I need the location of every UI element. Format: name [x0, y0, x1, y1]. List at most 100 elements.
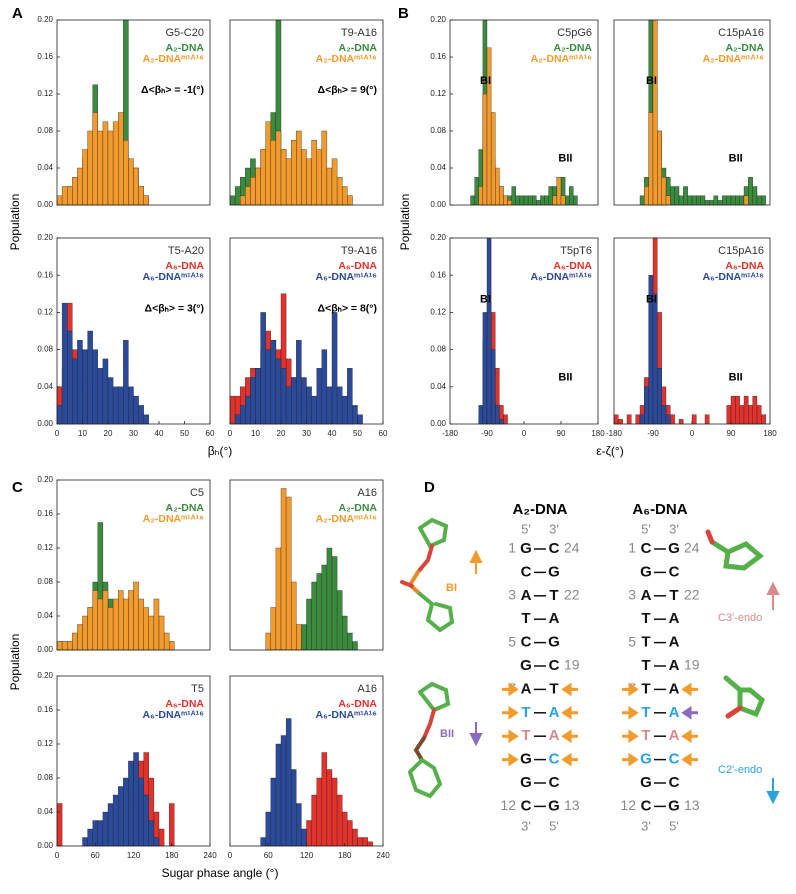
bar: [683, 186, 688, 206]
base: C: [549, 540, 560, 557]
base: G: [640, 563, 652, 580]
bar: [92, 112, 98, 206]
base: G: [520, 774, 532, 791]
bii-label: BII: [440, 728, 454, 740]
legend-entry: A₆-DNAᵐ¹ᴬ¹⁶: [703, 271, 765, 283]
bar: [97, 598, 104, 651]
bar: [306, 386, 312, 425]
bar: [536, 200, 541, 206]
x-tick-label: 90: [727, 429, 736, 438]
bar: [527, 195, 533, 206]
y-tick-label: 0.16: [430, 270, 446, 279]
bar: [301, 828, 307, 847]
bar: [133, 167, 139, 206]
legend-entry: A₆-DNAᵐ¹ᴬ¹⁶: [143, 271, 205, 283]
bar: [326, 386, 333, 425]
bar: [691, 414, 697, 425]
bar: [761, 414, 766, 425]
arrow: [561, 752, 578, 767]
bar: [523, 195, 529, 206]
arrow: [622, 682, 639, 697]
bar: [470, 195, 475, 206]
x-tick-label: 0: [228, 851, 233, 860]
bar: [678, 419, 684, 425]
bar: [331, 556, 338, 651]
bar: [670, 414, 675, 425]
bar: [123, 140, 129, 206]
x-tick-label: 60: [206, 429, 215, 438]
base: C: [521, 797, 532, 814]
chart-title: T5: [191, 683, 204, 695]
bar: [118, 112, 124, 206]
y-tick-label: 0.16: [37, 509, 53, 518]
bar: [148, 615, 155, 651]
x-tick-label: -180: [606, 429, 623, 438]
y-axis-label: Population: [398, 194, 412, 251]
bar: [56, 195, 63, 206]
bar: [102, 811, 109, 847]
bar: [158, 615, 165, 651]
bar: [709, 200, 714, 206]
legend-entry: A₆-DNAᵐ¹ᴬ¹⁶: [316, 271, 378, 283]
bar: [138, 777, 144, 847]
panel-label: B: [398, 5, 409, 22]
x-tick-label: -90: [481, 429, 493, 438]
bar: [301, 377, 307, 425]
base: A: [669, 610, 680, 627]
position-number: 1: [508, 540, 516, 556]
plot-frame: [229, 19, 384, 206]
molecule-bii: [407, 681, 451, 799]
bar: [67, 186, 73, 206]
bar: [352, 828, 358, 847]
arrow: [561, 729, 578, 744]
bar: [234, 414, 241, 425]
bar: [495, 167, 500, 206]
bar: [260, 837, 266, 847]
bar: [352, 641, 358, 651]
bar: [352, 405, 358, 425]
bar: [316, 573, 322, 651]
x-tick-label: 60: [264, 851, 273, 860]
bar: [347, 632, 353, 651]
plot-frame: [56, 479, 211, 651]
y-tick-label: 0.12: [37, 308, 53, 317]
y-tick-label: 0.16: [37, 270, 53, 279]
y-tick-label: 0.08: [37, 345, 53, 354]
base: T: [669, 587, 678, 604]
bar: [321, 130, 328, 206]
x-tick-label: 120: [127, 851, 141, 860]
base: T: [521, 610, 530, 627]
bar: [342, 811, 348, 847]
molecule-bi: [400, 517, 455, 633]
bar: [285, 496, 292, 651]
bar: [133, 752, 139, 847]
y-tick-label: 0.20: [430, 15, 446, 24]
bar: [311, 140, 317, 206]
base: G: [640, 774, 652, 791]
bar: [532, 195, 537, 206]
x-tick-label: 50: [180, 429, 189, 438]
bar: [128, 760, 134, 847]
bar: [613, 414, 619, 425]
y-tick-label: 0.04: [37, 163, 53, 172]
base: G: [668, 797, 680, 814]
bar: [265, 811, 271, 847]
bar: [752, 395, 758, 425]
bar: [229, 195, 236, 206]
bar: [118, 590, 124, 651]
y-tick-label: 0.12: [430, 308, 446, 317]
bar: [128, 590, 134, 651]
base: A: [549, 704, 560, 721]
bar: [296, 340, 302, 425]
base: A: [669, 680, 680, 697]
molecule-c2: [723, 675, 766, 719]
bar: [316, 777, 322, 847]
bar: [756, 405, 762, 425]
base: A: [669, 634, 680, 651]
position-number: 3: [508, 587, 516, 603]
bar: [280, 488, 287, 651]
arrow: [561, 705, 578, 720]
bar: [296, 624, 302, 651]
bar: [306, 820, 312, 847]
